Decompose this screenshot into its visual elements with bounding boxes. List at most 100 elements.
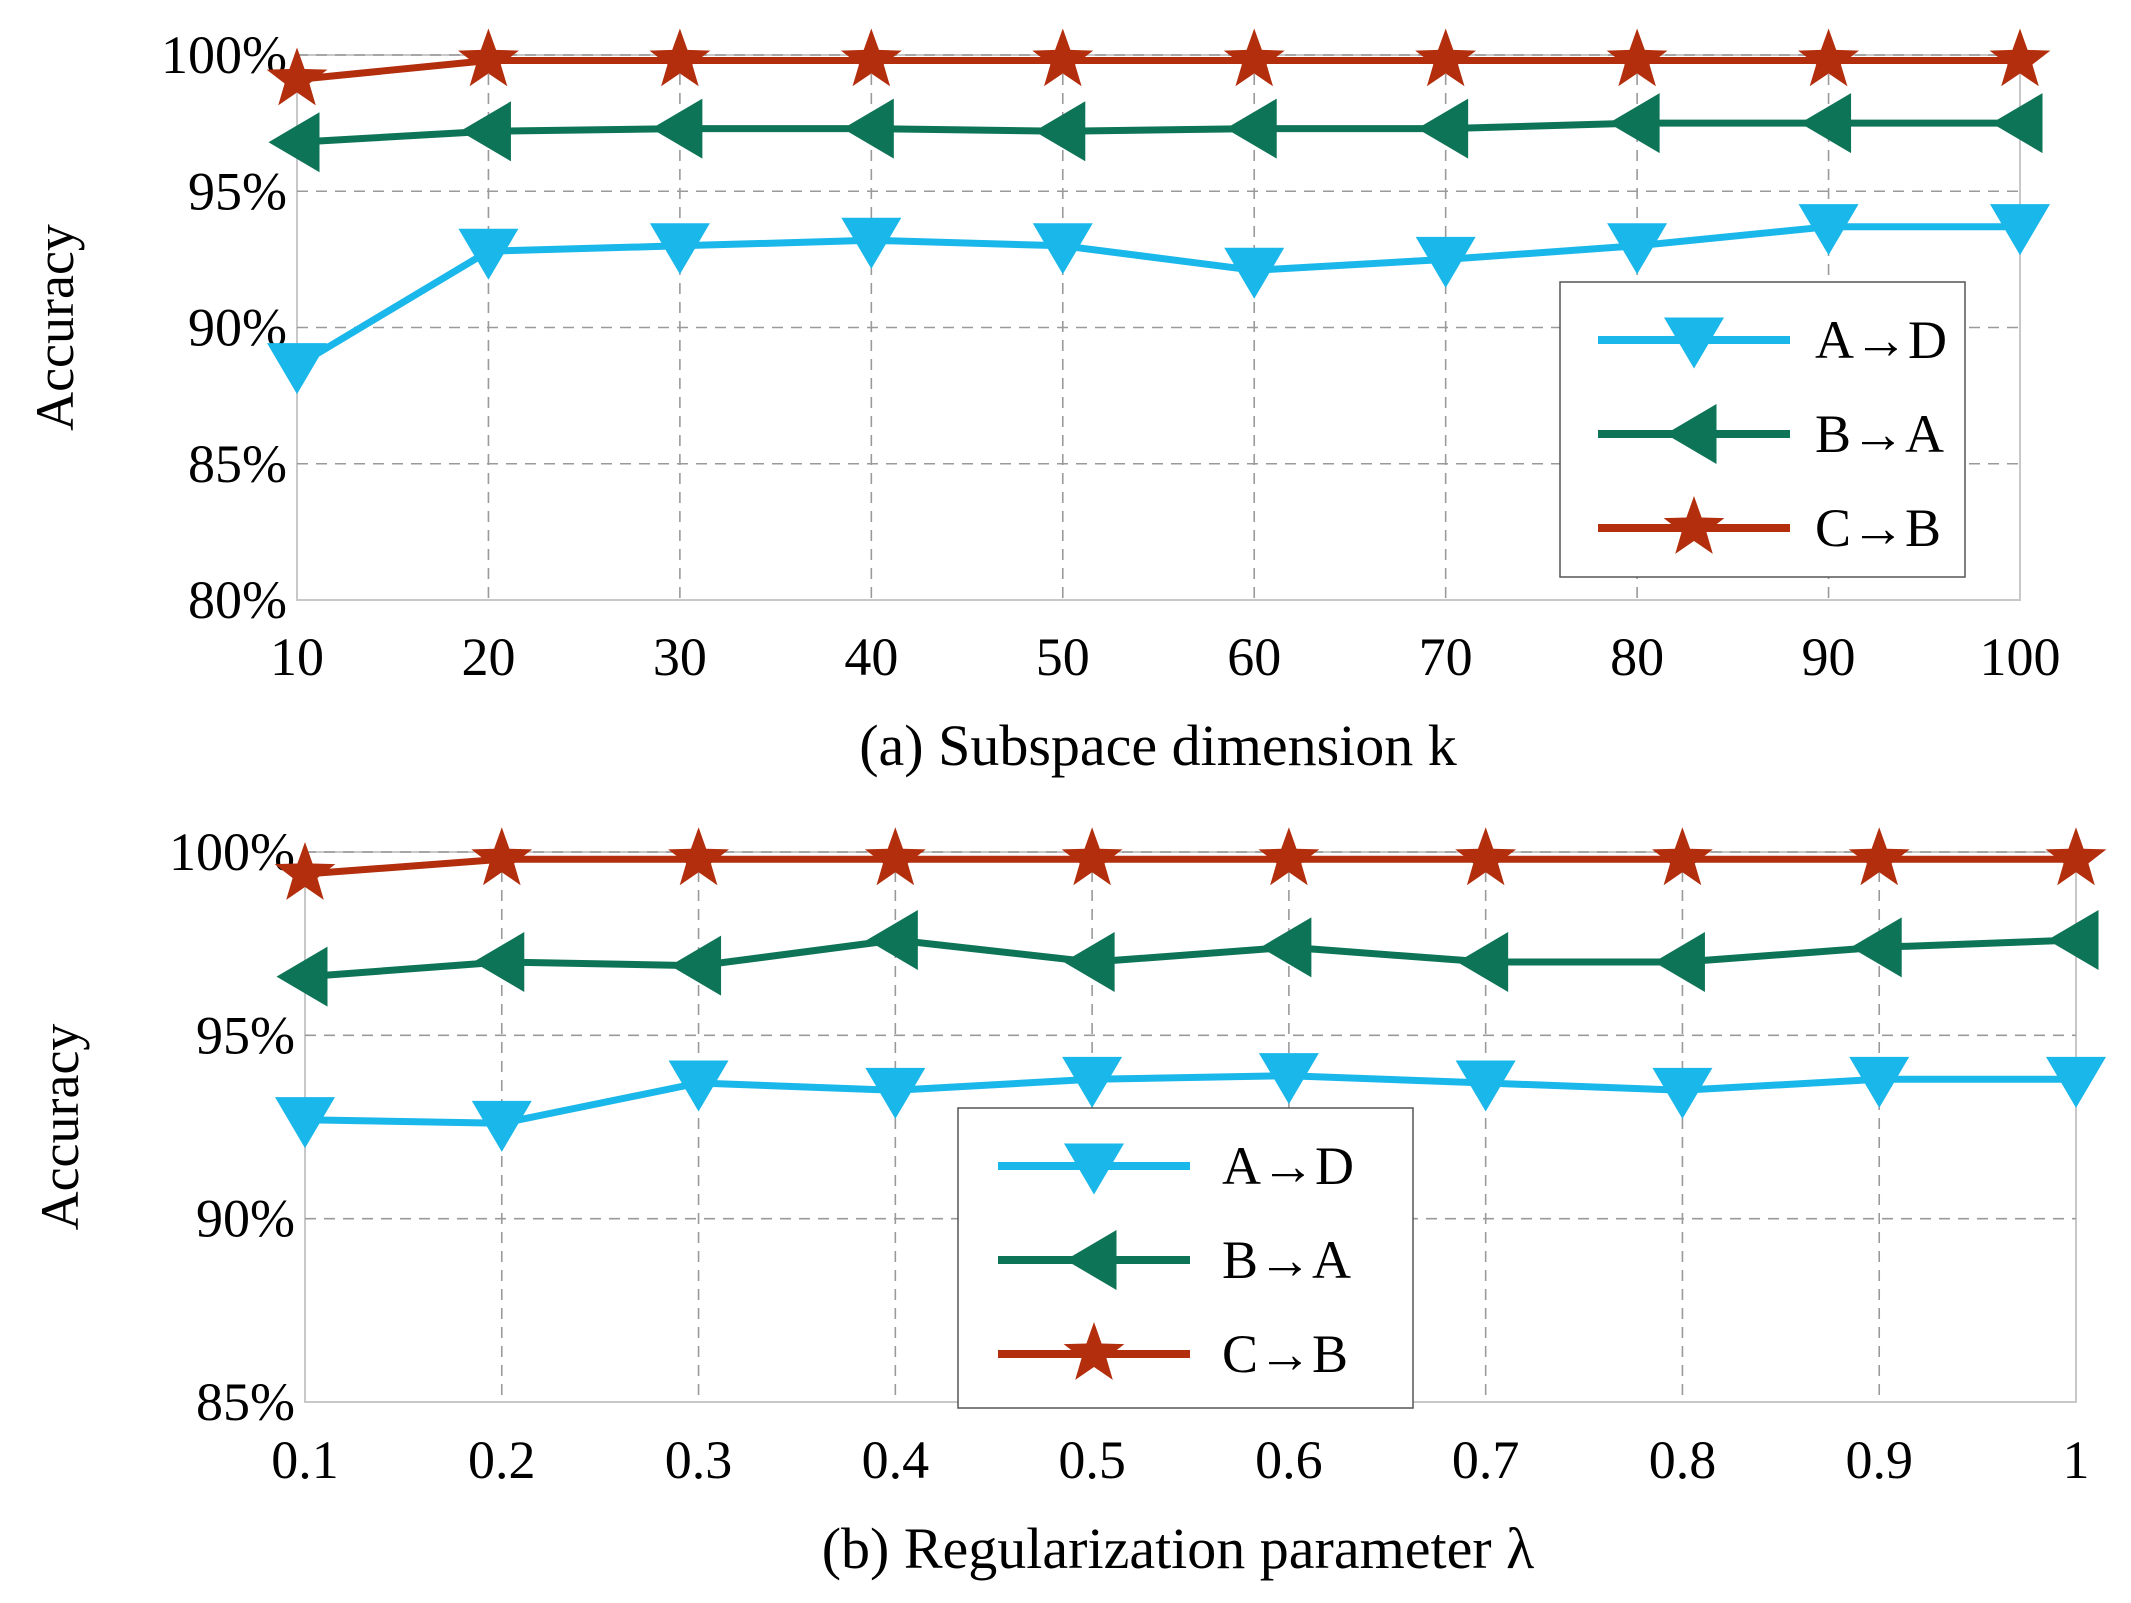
data-point (1032, 223, 1093, 275)
legend-marker (1064, 1143, 1124, 1195)
data-point (1415, 28, 1477, 87)
chart-a: 80%85%90%95%100%10 20 30 40 50 60 70 80 90 100Acc… (25, 25, 2061, 778)
y-axis-title: Accuracy (30, 1024, 90, 1231)
x-tick-label: 90 (1802, 627, 1856, 687)
y-tick-label: 95% (196, 1005, 295, 1065)
series-line (296, 119, 2020, 146)
legend-label: B→A (1815, 404, 1944, 464)
data-point (866, 910, 918, 970)
data-point (1224, 247, 1285, 299)
data-point (1260, 917, 1312, 978)
data-point (865, 1067, 926, 1119)
y-axis-title: Accuracy (25, 224, 85, 431)
data-point (1258, 827, 1320, 886)
data-point (1653, 932, 1705, 992)
data-point (649, 223, 710, 275)
data-point (1800, 93, 1852, 154)
chart-b: 85% 90% 95% 100% 0.1 0.2 0.3 0.4 0.5 0.6 0.7 0.8 0.9… (30, 822, 2107, 1581)
data-point (267, 343, 327, 395)
data-point (1989, 28, 2051, 87)
data-point (1652, 1067, 1713, 1119)
data-point (1848, 827, 1910, 886)
x-tick-label: 0.1 (271, 1430, 339, 1490)
x-tick-label: 1 (2063, 1430, 2090, 1490)
legend-marker (1664, 317, 1724, 369)
x-tick-label: 50 (1036, 627, 1090, 687)
data-point (1457, 932, 1509, 992)
chart-caption: (b) Regularization parameter λ (822, 1516, 1535, 1581)
y-tick-label: 80% (188, 570, 287, 630)
data-point (1798, 204, 1859, 256)
data-point (670, 935, 722, 996)
data-point (668, 1060, 729, 1112)
x-tick-label: 0.7 (1452, 1430, 1520, 1490)
series-line (304, 936, 2077, 981)
data-point (1652, 827, 1713, 886)
data-point (1225, 98, 1277, 159)
series-line (304, 855, 2076, 878)
x-tick-label: 0.8 (1649, 1430, 1717, 1490)
data-point (1798, 28, 1859, 87)
data-point (1990, 204, 2050, 256)
data-point (1032, 28, 1094, 87)
data-point (1223, 28, 1285, 87)
data-point (2046, 1056, 2106, 1108)
data-point (458, 228, 519, 280)
data-point (459, 101, 511, 162)
data-point (2047, 910, 2099, 970)
data-point (1608, 93, 1660, 154)
data-point (1417, 98, 1469, 159)
data-point (1850, 917, 1902, 978)
data-point (1991, 93, 2043, 154)
data-point (1063, 932, 1115, 992)
data-point (275, 1097, 335, 1149)
x-tick-label: 60 (1227, 627, 1281, 687)
data-point (473, 932, 525, 992)
x-tick-label: 10 (270, 627, 324, 687)
y-tick-label: 95% (188, 161, 287, 221)
x-tick-label: 0.6 (1255, 1430, 1323, 1490)
chart-caption: (a) Subspace dimension k (859, 713, 1457, 778)
x-tick-label: 0.2 (468, 1430, 536, 1490)
data-point (651, 98, 703, 159)
data-point (1607, 223, 1668, 275)
x-tick-label: 100 (1980, 627, 2061, 687)
data-point (840, 28, 902, 87)
x-tick-label: 0.3 (665, 1430, 733, 1490)
x-tick-label: 0.5 (1058, 1430, 1126, 1490)
data-point (458, 28, 519, 87)
x-tick-label: 80 (1610, 627, 1664, 687)
series-line (304, 1072, 2076, 1127)
x-tick-label: 20 (461, 627, 515, 687)
legend-label: A→D (1815, 310, 1947, 370)
data-point (1455, 1060, 1516, 1112)
data-point (668, 827, 729, 886)
data-point (1061, 827, 1123, 886)
x-tick-label: 70 (1419, 627, 1473, 687)
legend-marker (1665, 404, 1717, 464)
data-point (2045, 827, 2107, 886)
data-point (266, 47, 328, 106)
data-point (274, 842, 336, 900)
data-point (841, 217, 902, 269)
legend-marker (1063, 1322, 1125, 1380)
data-point (1606, 28, 1668, 87)
legend-label: C→B (1815, 498, 1941, 558)
data-point (268, 112, 320, 173)
data-point (471, 827, 533, 886)
legend-label: A→D (1222, 1136, 1354, 1196)
legend-marker (1065, 1230, 1117, 1290)
series-line (295, 223, 2020, 369)
y-tick-label: 85% (188, 434, 287, 494)
y-tick-label: 100% (169, 822, 295, 882)
data-point (276, 946, 328, 1007)
y-tick-label: 90% (196, 1189, 295, 1249)
x-tick-label: 0.4 (862, 1430, 930, 1490)
data-point (864, 827, 926, 886)
x-tick-label: 30 (653, 627, 707, 687)
y-tick-label: 85% (196, 1372, 295, 1432)
series-line (296, 57, 2020, 83)
x-tick-label: 40 (844, 627, 898, 687)
data-point (842, 98, 894, 159)
